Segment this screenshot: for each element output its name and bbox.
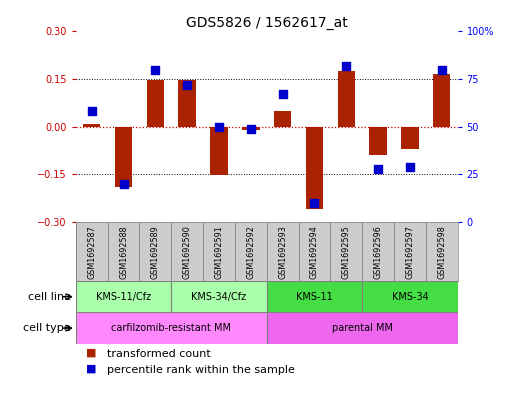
Text: GSM1692591: GSM1692591 bbox=[214, 225, 223, 279]
Bar bbox=[267, 281, 362, 312]
Text: GSM1692594: GSM1692594 bbox=[310, 225, 319, 279]
Bar bbox=[362, 281, 458, 312]
Point bbox=[342, 62, 350, 69]
Bar bbox=[274, 111, 291, 127]
Bar bbox=[172, 281, 267, 312]
Text: transformed count: transformed count bbox=[107, 349, 211, 359]
Text: ■: ■ bbox=[86, 348, 97, 358]
Text: cell line: cell line bbox=[28, 292, 71, 302]
Text: percentile rank within the sample: percentile rank within the sample bbox=[107, 365, 295, 375]
Point bbox=[119, 181, 128, 187]
Bar bbox=[267, 312, 458, 344]
Bar bbox=[76, 281, 172, 312]
Bar bbox=[369, 127, 387, 155]
Text: GSM1692595: GSM1692595 bbox=[342, 225, 351, 279]
Text: GSM1692597: GSM1692597 bbox=[405, 225, 414, 279]
Text: GSM1692589: GSM1692589 bbox=[151, 225, 160, 279]
Bar bbox=[433, 74, 450, 127]
Bar bbox=[178, 80, 196, 127]
Point bbox=[215, 123, 223, 130]
Title: GDS5826 / 1562617_at: GDS5826 / 1562617_at bbox=[186, 17, 348, 30]
Bar bbox=[306, 127, 323, 209]
Text: GSM1692596: GSM1692596 bbox=[373, 225, 383, 279]
Point bbox=[438, 66, 446, 73]
Text: GSM1692590: GSM1692590 bbox=[183, 225, 192, 279]
Bar bbox=[337, 71, 355, 127]
Text: KMS-34: KMS-34 bbox=[392, 292, 428, 302]
Bar bbox=[242, 127, 259, 130]
Text: KMS-11/Cfz: KMS-11/Cfz bbox=[96, 292, 151, 302]
Point bbox=[278, 91, 287, 97]
Text: GSM1692598: GSM1692598 bbox=[437, 225, 446, 279]
Bar bbox=[210, 127, 228, 175]
Text: GSM1692593: GSM1692593 bbox=[278, 225, 287, 279]
Text: KMS-11: KMS-11 bbox=[296, 292, 333, 302]
Point bbox=[183, 82, 191, 88]
Bar bbox=[401, 127, 418, 149]
Point bbox=[310, 200, 319, 206]
Bar bbox=[115, 127, 132, 187]
Bar bbox=[83, 123, 100, 127]
Point bbox=[406, 163, 414, 170]
Point bbox=[87, 108, 96, 115]
Bar bbox=[146, 80, 164, 127]
Text: carfilzomib-resistant MM: carfilzomib-resistant MM bbox=[111, 323, 231, 333]
Point bbox=[247, 125, 255, 132]
Text: cell type: cell type bbox=[23, 323, 71, 333]
Text: GSM1692588: GSM1692588 bbox=[119, 225, 128, 279]
Bar bbox=[76, 312, 267, 344]
Text: GSM1692592: GSM1692592 bbox=[246, 225, 255, 279]
Point bbox=[151, 66, 160, 73]
Text: ■: ■ bbox=[86, 364, 97, 373]
Text: GSM1692587: GSM1692587 bbox=[87, 225, 96, 279]
Point bbox=[374, 165, 382, 172]
Text: parental MM: parental MM bbox=[332, 323, 393, 333]
Text: KMS-34/Cfz: KMS-34/Cfz bbox=[191, 292, 246, 302]
